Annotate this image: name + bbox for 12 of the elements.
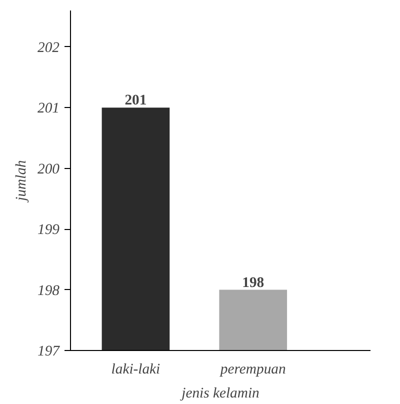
y-tick-label: 201 [38,100,60,117]
x-tick-label: perempuan [219,362,286,378]
y-axis-title: jumlah [14,160,30,203]
y-tick-label: 197 [38,344,60,360]
x-tick-label: laki-laki [111,362,160,378]
data-label: 201 [124,92,147,109]
y-tick-label: 200 [38,161,60,178]
x-axis-title: jenis kelamin [180,386,260,402]
y-tick-label: 199 [38,222,60,238]
data-label: 198 [242,274,264,291]
y-tick-label: 198 [38,282,60,299]
y-tick-label: 202 [38,40,60,56]
